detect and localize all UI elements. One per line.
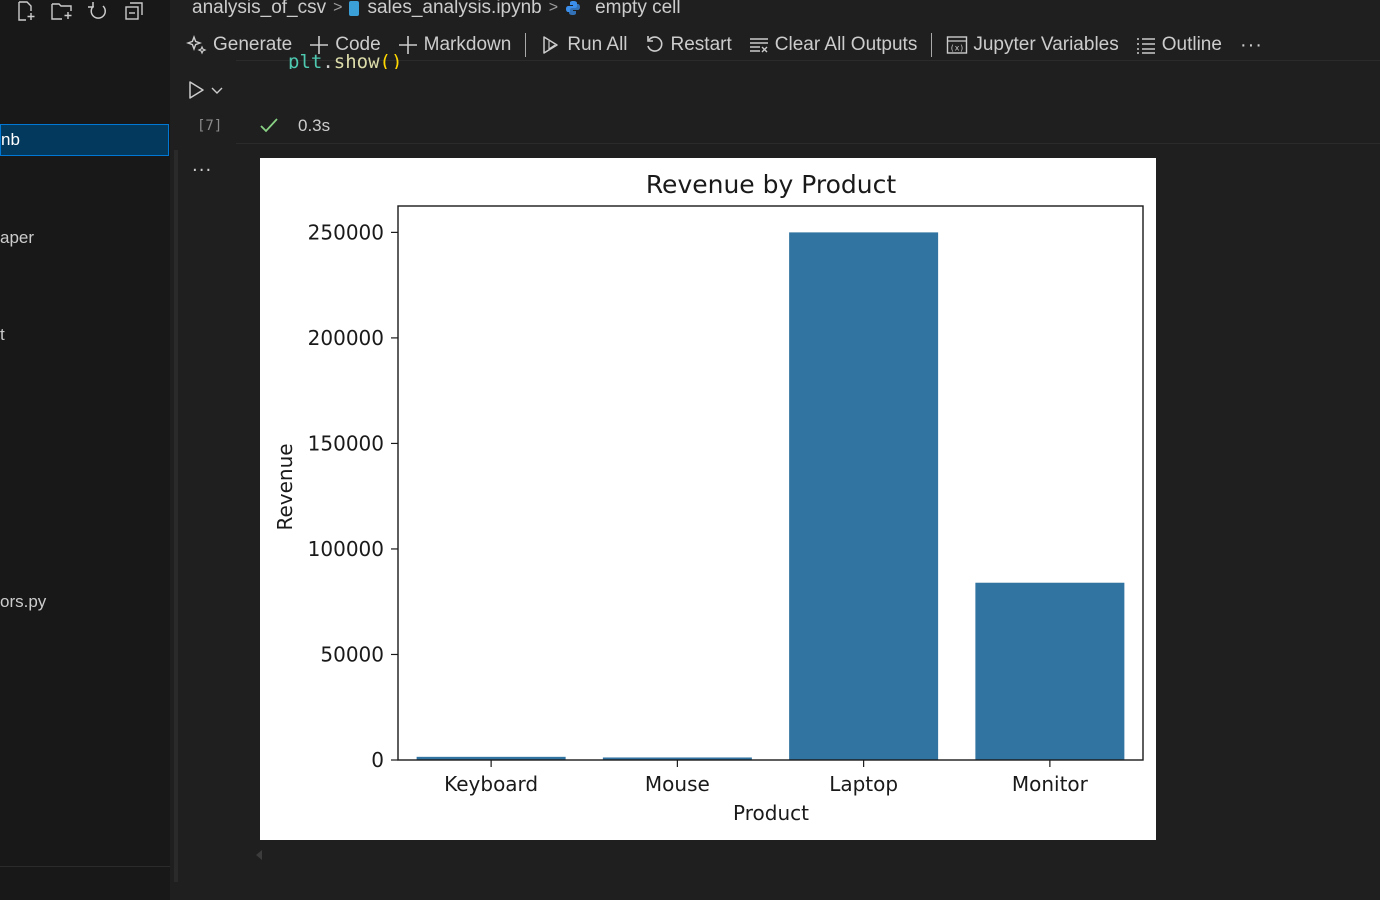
plus-icon bbox=[310, 36, 329, 54]
chart-output: Revenue by Product Product Revenue 0 5000… bbox=[260, 158, 1156, 840]
play-icon bbox=[189, 81, 204, 99]
clear-all-outputs-label: Clear All Outputs bbox=[774, 34, 918, 55]
code-token-plt: plt bbox=[288, 51, 323, 69]
clear-all-outputs-button[interactable]: Clear All Outputs bbox=[740, 31, 926, 59]
y-tick-label: 150000 bbox=[308, 431, 384, 455]
x-tick-label: Laptop bbox=[829, 772, 898, 796]
x-tick-label: Keyboard bbox=[444, 772, 538, 796]
bar-chart: Revenue by Product Product Revenue 0 5000… bbox=[273, 170, 1144, 825]
restart-icon bbox=[646, 36, 662, 52]
toolbar-separator bbox=[525, 33, 527, 57]
y-tick-label: 100000 bbox=[308, 537, 384, 561]
code-cell-editor[interactable]: plt.show() bbox=[236, 51, 1380, 144]
bar-laptop bbox=[789, 232, 939, 760]
toolbar-separator bbox=[931, 33, 933, 57]
outline-button[interactable]: Outline bbox=[1127, 31, 1230, 59]
bar-monitor bbox=[975, 582, 1125, 760]
x-ticks-group: Keyboard Mouse Laptop Monitor bbox=[444, 760, 1089, 796]
add-code-cell-button[interactable]: Code bbox=[300, 31, 388, 59]
python-icon bbox=[565, 0, 581, 16]
check-icon bbox=[260, 118, 278, 133]
execution-count: [7] bbox=[197, 118, 223, 134]
explorer-item-notebook[interactable]: nb bbox=[0, 124, 169, 156]
list-icon bbox=[1136, 38, 1155, 54]
explorer-item-paper[interactable]: aper bbox=[0, 228, 35, 247]
breadcrumb-cell[interactable]: empty cell bbox=[595, 0, 681, 18]
y-tick-label: 50000 bbox=[320, 642, 384, 666]
new-file-icon[interactable] bbox=[14, 0, 38, 22]
code-token-dot: . bbox=[322, 51, 334, 69]
y-ticks-group: 0 50000 100000 150000 200000 250000 bbox=[308, 220, 398, 772]
chevron-right-icon: > bbox=[548, 0, 559, 16]
explorer-actions bbox=[14, 0, 146, 22]
code-token-show: show bbox=[333, 51, 380, 69]
svg-text:(x): (x) bbox=[950, 44, 964, 53]
sparkle-icon bbox=[186, 34, 207, 55]
output-actions-button[interactable]: ··· bbox=[192, 160, 213, 181]
execution-time: 0.3s bbox=[298, 116, 331, 135]
notebook-toolbar: Generate Code Markdown Run All Restart C… bbox=[178, 30, 1273, 60]
chart-title: Revenue by Product bbox=[646, 170, 897, 199]
outline-label: Outline bbox=[1161, 34, 1222, 55]
x-tick-label: Mouse bbox=[645, 772, 710, 796]
plot-frame bbox=[397, 205, 1144, 761]
y-tick-label: 250000 bbox=[308, 220, 384, 244]
run-cell-button[interactable] bbox=[186, 76, 232, 104]
variables-icon: (x) bbox=[947, 36, 968, 54]
run-all-button[interactable]: Run All bbox=[532, 31, 635, 59]
run-all-icon bbox=[543, 36, 559, 54]
add-markdown-cell-button[interactable]: Markdown bbox=[389, 31, 520, 59]
y-tick-label: 200000 bbox=[308, 326, 384, 350]
bar-mouse bbox=[602, 757, 752, 760]
breadcrumb-file[interactable]: sales_analysis.ipynb bbox=[367, 0, 542, 18]
breadcrumb: analysis_of_csv > sales_analysis.ipynb >… bbox=[192, 0, 681, 19]
jupyter-variables-button[interactable]: (x) Jupyter Variables bbox=[938, 31, 1126, 59]
x-axis-label: Product bbox=[733, 801, 809, 825]
bars-group bbox=[416, 232, 1125, 760]
plus-icon bbox=[398, 36, 417, 54]
explorer-sidebar: nb aper t ors.py bbox=[0, 0, 170, 900]
scroll-left-icon[interactable] bbox=[256, 850, 262, 860]
code-line: plt.show() bbox=[288, 51, 402, 69]
markdown-label: Markdown bbox=[423, 34, 512, 55]
jupyter-variables-label: Jupyter Variables bbox=[973, 34, 1119, 55]
generate-button[interactable]: Generate bbox=[178, 31, 300, 59]
restart-label: Restart bbox=[670, 34, 732, 55]
run-all-label: Run All bbox=[567, 34, 628, 55]
collapse-all-icon[interactable] bbox=[122, 0, 146, 22]
breadcrumb-folder[interactable]: analysis_of_csv bbox=[192, 0, 327, 18]
notebook-file-icon bbox=[349, 0, 360, 16]
clear-all-icon bbox=[749, 38, 768, 53]
sidebar-sash[interactable] bbox=[174, 150, 178, 882]
generate-label: Generate bbox=[213, 34, 293, 55]
code-token-parens: () bbox=[379, 51, 403, 69]
refresh-icon[interactable] bbox=[86, 0, 110, 22]
explorer-item-ors-py[interactable]: ors.py bbox=[0, 592, 47, 611]
more-actions-button[interactable]: ··· bbox=[1239, 33, 1263, 56]
code-label: Code bbox=[335, 34, 381, 55]
x-tick-label: Monitor bbox=[1012, 772, 1089, 796]
bar-keyboard bbox=[416, 756, 566, 760]
restart-button[interactable]: Restart bbox=[636, 31, 740, 59]
sidebar-divider bbox=[0, 866, 170, 867]
y-tick-label: 0 bbox=[371, 748, 384, 772]
explorer-item-t[interactable]: t bbox=[0, 325, 5, 344]
new-folder-icon[interactable] bbox=[50, 0, 74, 22]
y-axis-label: Revenue bbox=[273, 443, 297, 530]
chevron-right-icon: > bbox=[333, 0, 343, 16]
chevron-down-icon[interactable] bbox=[210, 83, 224, 97]
